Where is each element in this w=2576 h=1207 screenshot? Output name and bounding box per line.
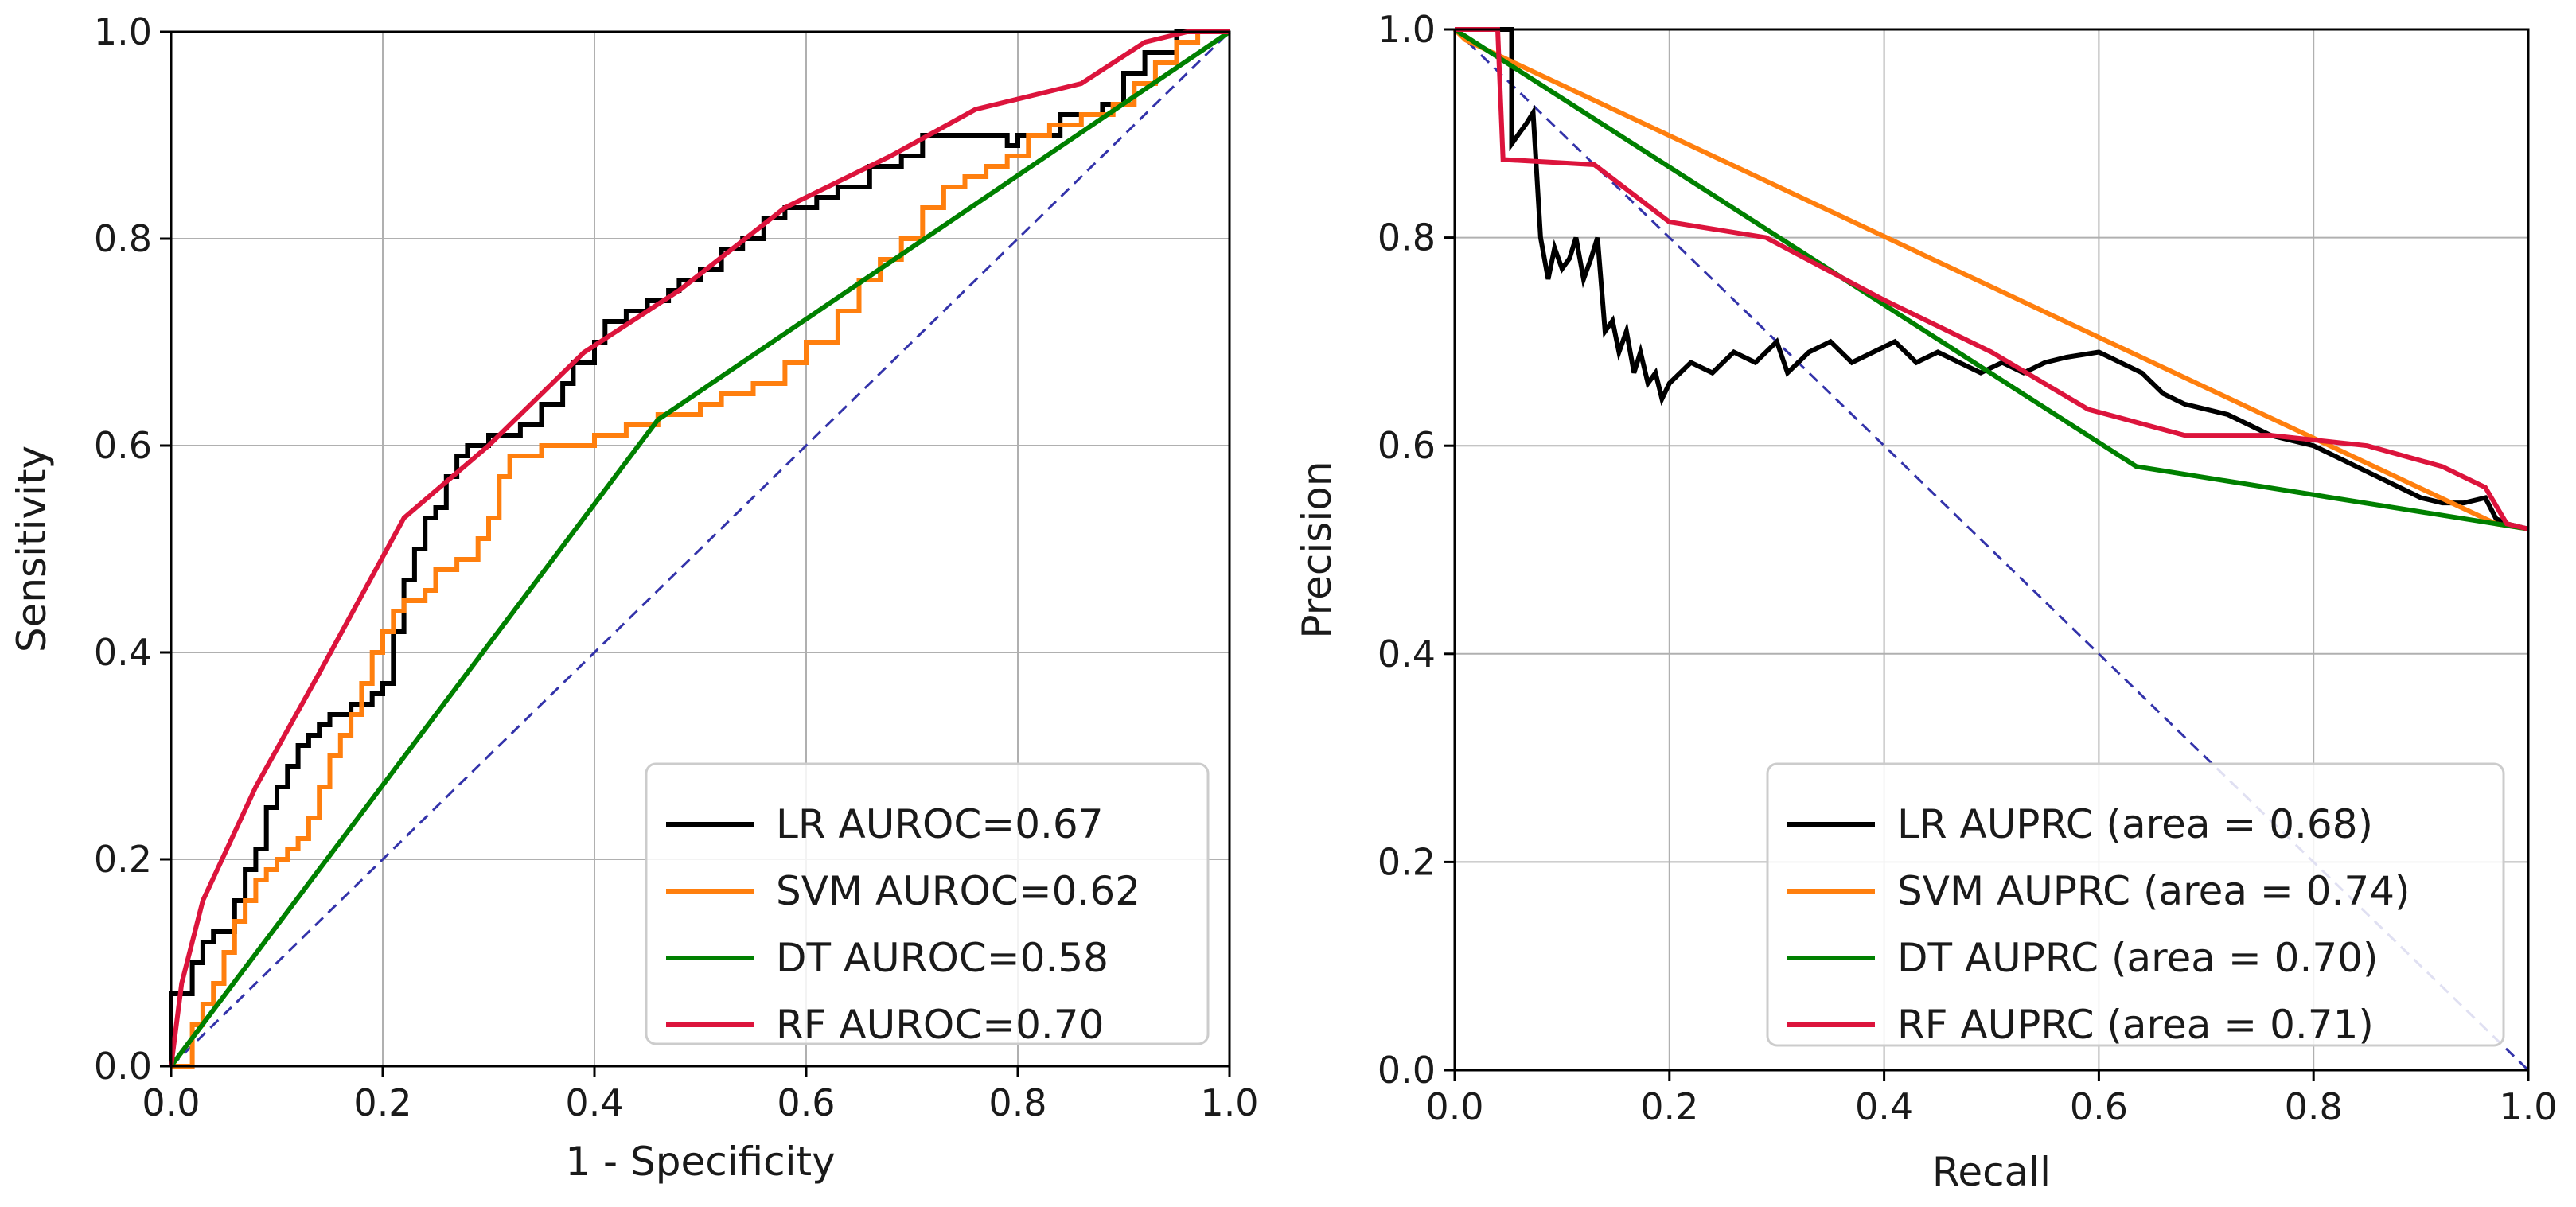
y-tick-label: 1.0	[1378, 8, 1436, 51]
legend-label-dt-auprc-area-0-70: DT AUPRC (area = 0.70)	[1897, 935, 2378, 981]
series-line-rf-auprc-area-0-71	[1455, 27, 2529, 531]
legend-box	[645, 762, 1210, 1045]
legend-label-rf-auprc-area-0-71: RF AUPRC (area = 0.71)	[1897, 1002, 2374, 1048]
x-axis-label: Recall	[1932, 1149, 2051, 1195]
legend-box	[1766, 762, 2505, 1047]
x-tick-label: 0.4	[565, 1081, 623, 1124]
y-tick-label: 0.2	[94, 838, 152, 881]
legend: LR AUROC=0.67 SVM AUROC=0.62 DT AUROC=0.58…	[645, 762, 1210, 1048]
y-tick-label: 0.4	[94, 631, 152, 674]
y-axis-label: Sensitivity	[9, 446, 55, 652]
pr-chart: 0.0 0.2 0.4 0.6 0.8 1.0 0.0 0.2 0.4 0.6 0.8 1.0 Reca…	[1294, 8, 2558, 1195]
x-tick-label: 0.2	[1640, 1085, 1698, 1128]
y-tick-label: 0.4	[1378, 633, 1436, 676]
x-tick-label: 0.0	[1425, 1085, 1483, 1128]
legend-label-dt-auroc-0-58: DT AUROC=0.58	[776, 935, 1109, 981]
series-line-rf-auroc-0-70	[169, 29, 1230, 1067]
y-tick-label: 0.8	[1378, 216, 1436, 259]
legend-label-rf-auroc-0-70: RF AUROC=0.70	[776, 1002, 1104, 1048]
legend-label-lr-auroc-0-67: LR AUROC=0.67	[776, 801, 1104, 847]
legend-label-lr-auprc-area-0-68: LR AUPRC (area = 0.68)	[1897, 801, 2373, 847]
y-tick-label: 0.6	[1378, 424, 1436, 467]
axes-frame	[170, 30, 1231, 1068]
y-tick-label: 1.0	[94, 10, 152, 53]
series-line-svm-auroc-0-62	[171, 29, 1230, 1069]
x-tick-label: 0.6	[2070, 1085, 2128, 1128]
series-line-lr-auroc-0-67	[169, 29, 1230, 1066]
x-tick-label: 1.0	[1200, 1081, 1258, 1124]
axes-frame	[1453, 28, 2530, 1072]
x-tick-label: 0.2	[353, 1081, 411, 1124]
x-tick-label: 1.0	[2499, 1085, 2557, 1128]
legend: LR AUPRC (area = 0.68) SVM AUPRC (area = …	[1766, 762, 2505, 1048]
y-tick-label: 0.0	[94, 1045, 152, 1088]
y-tick-label: 0.8	[94, 217, 152, 260]
y-tick-label: 0.6	[94, 424, 152, 467]
roc-chart: 0.0 0.2 0.4 0.6 0.8 1.0 0.0 0.2 0.4 0.6 0.8 1.0 1 - …	[9, 10, 1259, 1185]
x-tick-label: 0.8	[2285, 1085, 2343, 1128]
x-tick-label: 0.8	[988, 1081, 1046, 1124]
y-tick-label: 0.0	[1378, 1049, 1436, 1092]
y-axis-label: Precision	[1294, 461, 1340, 638]
x-axis-label: 1 - Specificity	[565, 1139, 835, 1185]
series-line-dt-auprc-area-0-70	[1453, 27, 2529, 531]
series-line-dt-auroc-0-58	[169, 29, 1231, 1068]
chance-line	[170, 30, 1231, 1068]
x-tick-label: 0.0	[142, 1081, 200, 1124]
x-tick-label: 0.4	[1855, 1085, 1913, 1128]
legend-label-svm-auprc-area-0-74: SVM AUPRC (area = 0.74)	[1897, 868, 2410, 914]
legend-label-svm-auroc-0-62: SVM AUROC=0.62	[776, 868, 1140, 914]
y-tick-label: 0.2	[1378, 840, 1436, 883]
x-tick-label: 0.6	[777, 1081, 835, 1124]
series-line-lr-auprc-area-0-68	[1455, 27, 2529, 531]
